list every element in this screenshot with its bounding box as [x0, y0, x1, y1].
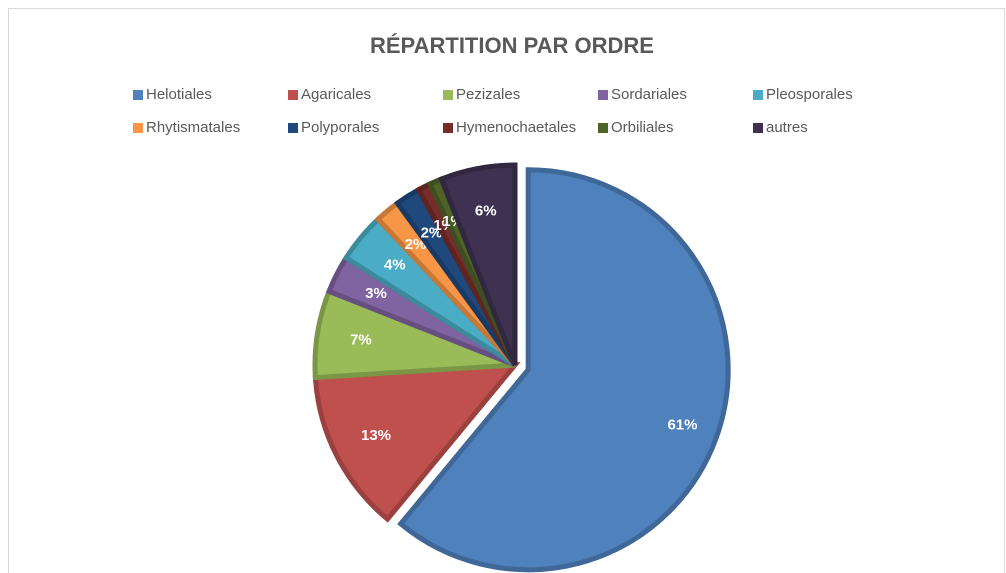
chart-title: RÉPARTITION PAR ORDRE [370, 33, 654, 58]
legend-label: Sordariales [611, 86, 687, 103]
legend-swatch [753, 90, 763, 100]
data-label: 2% [421, 224, 443, 241]
legend-swatch [598, 123, 608, 133]
legend-label: Polyporales [301, 119, 379, 136]
legend-swatch [443, 90, 453, 100]
legend-swatch [288, 90, 298, 100]
legend-label: Pleosporales [766, 86, 853, 103]
legend-swatch [753, 123, 763, 133]
pie-slice [312, 362, 521, 523]
pie-slice [397, 167, 731, 573]
data-label: 3% [365, 285, 387, 302]
legend-label: Orbiliales [611, 119, 674, 136]
legend-label: Hymenochaetales [456, 119, 576, 136]
legend-swatch [133, 90, 143, 100]
legend-label: Agaricales [301, 86, 371, 103]
legend-label: Rhytismatales [146, 119, 240, 136]
legend-label: Helotiales [146, 86, 212, 103]
legend-swatch [288, 123, 298, 133]
data-label: 2% [405, 236, 427, 253]
data-label: 7% [350, 332, 372, 349]
pie-slice [438, 162, 518, 366]
legend-swatch [443, 123, 453, 133]
legend-label: Pezizales [456, 86, 520, 103]
legend-label: autres [766, 119, 808, 136]
legend-swatch [598, 90, 608, 100]
data-label: 13% [361, 427, 391, 444]
data-label: 61% [667, 416, 697, 433]
data-label: 6% [475, 203, 497, 220]
legend-swatch [133, 123, 143, 133]
data-label: 4% [384, 257, 406, 274]
